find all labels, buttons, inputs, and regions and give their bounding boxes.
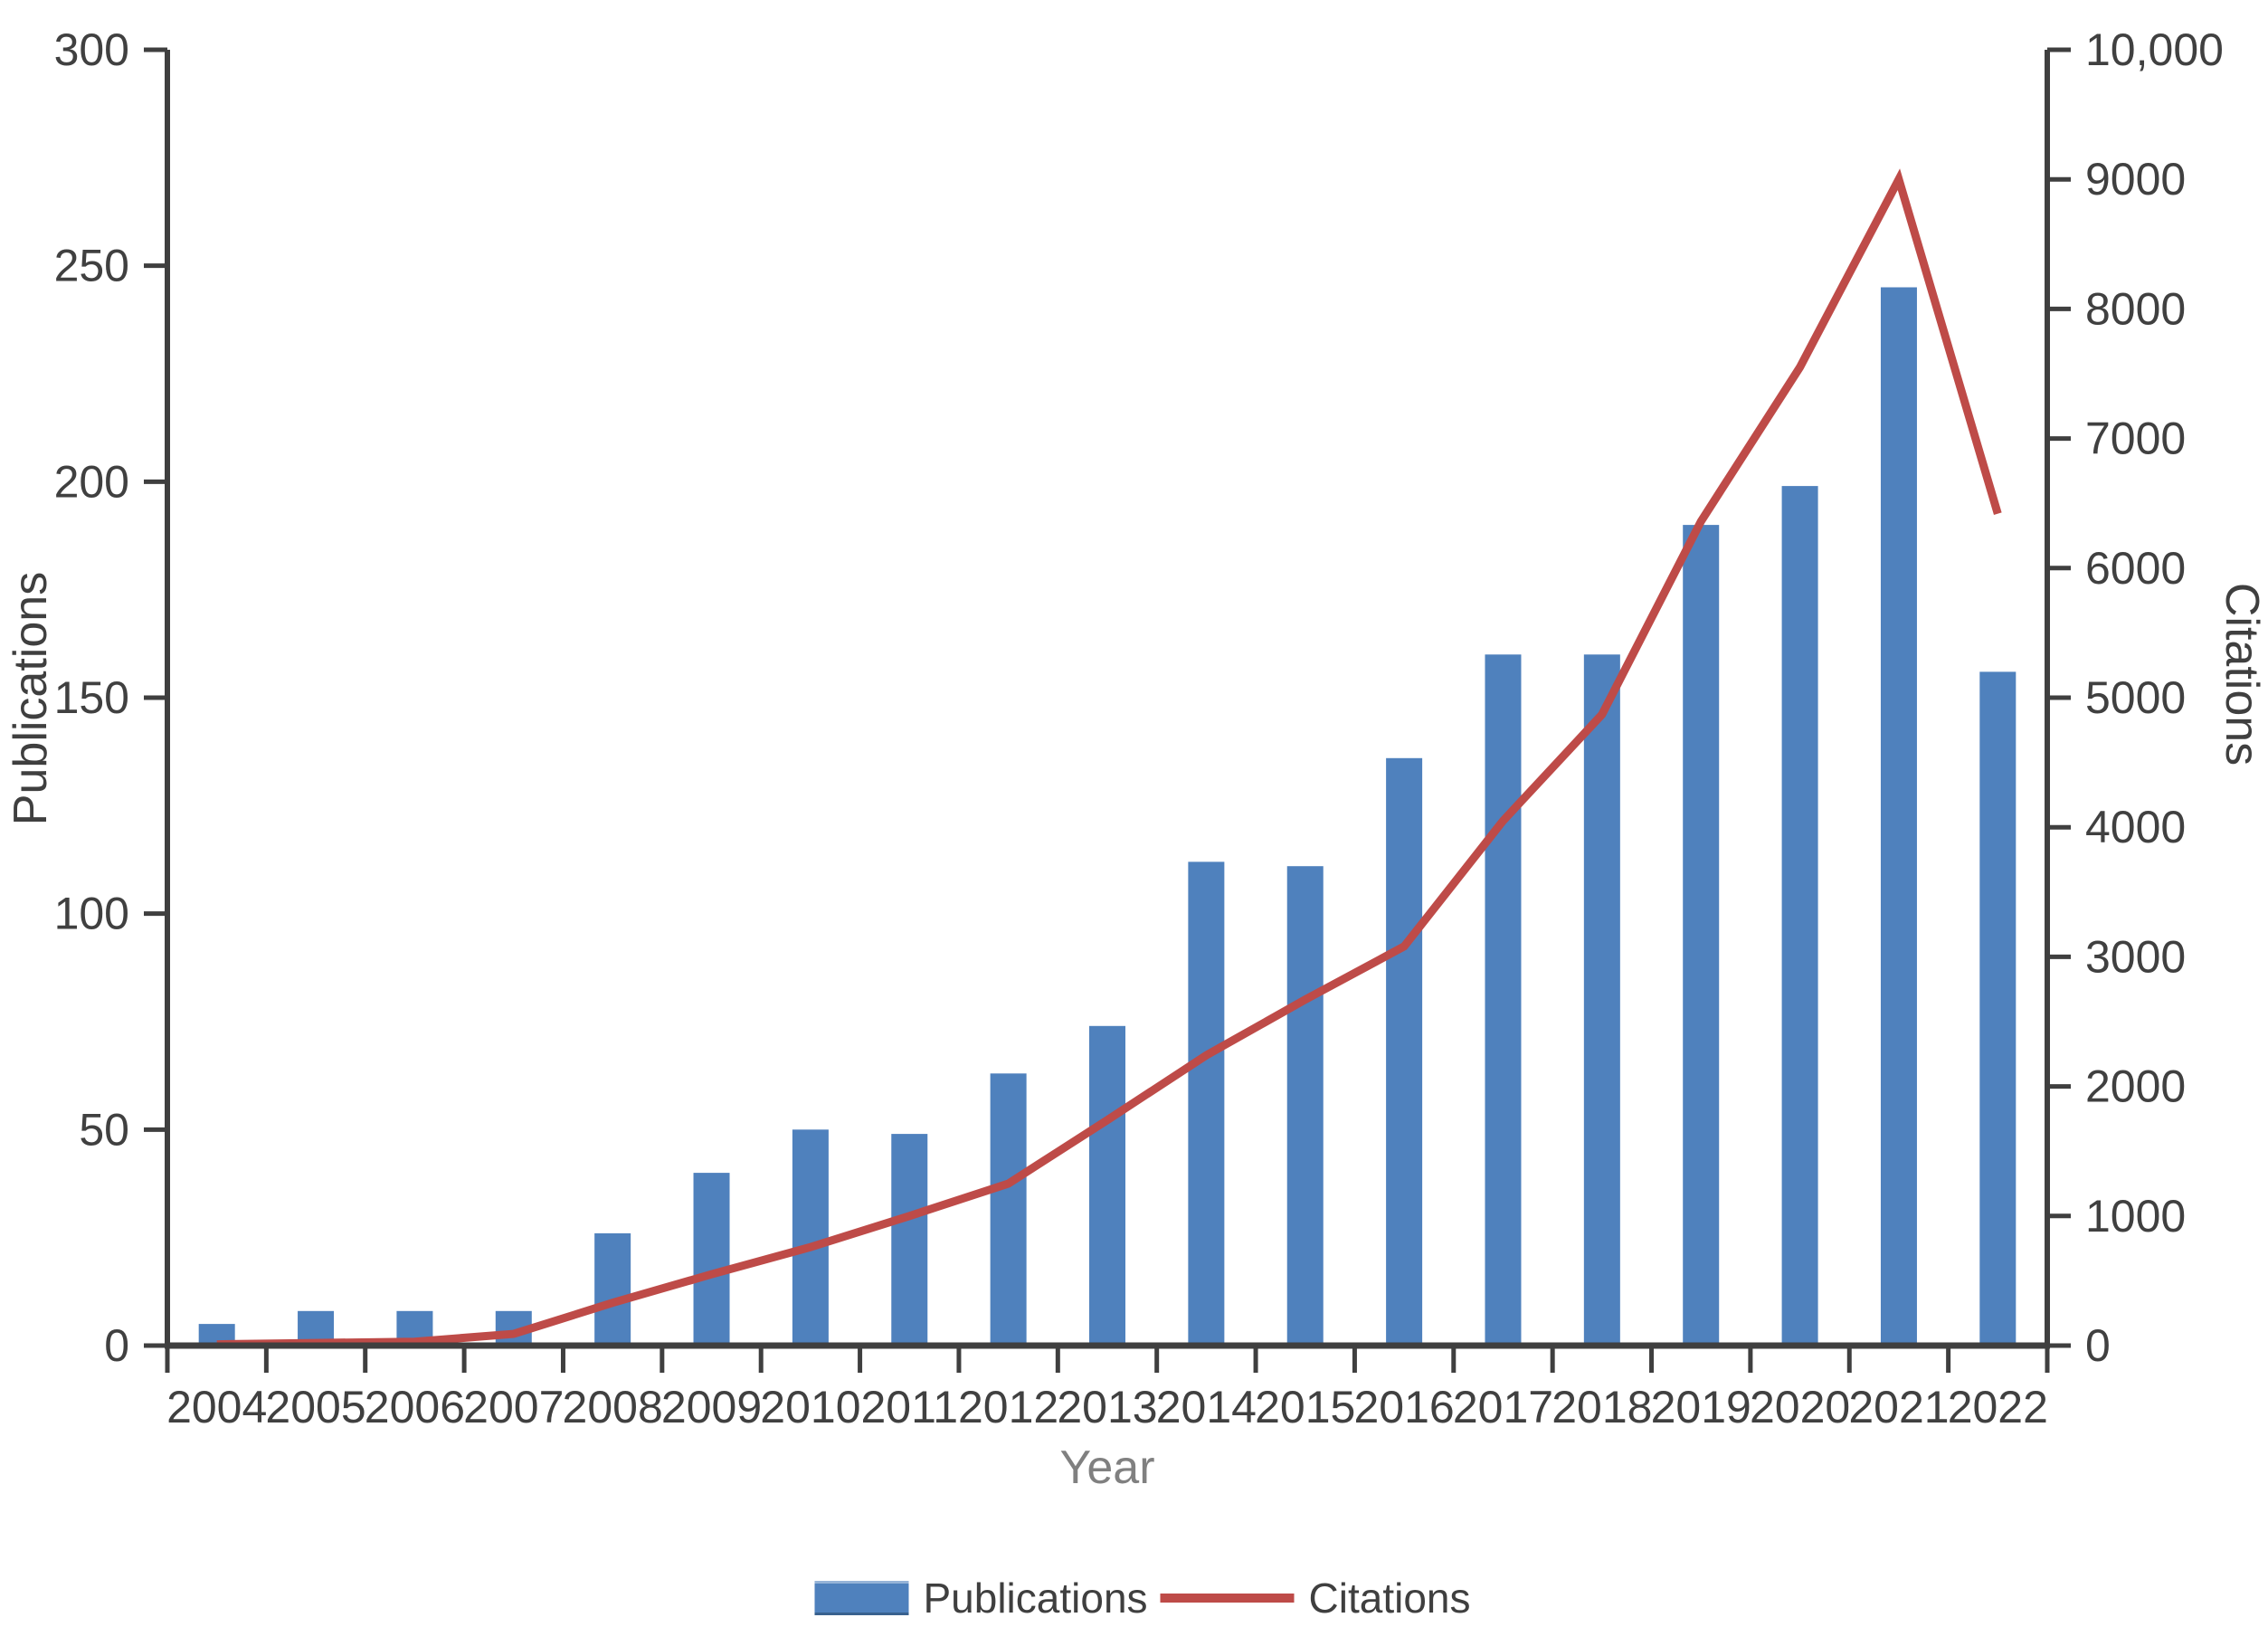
x-ticklabel-2006: 2006	[365, 1382, 465, 1432]
x-ticklabel-2005: 2005	[265, 1382, 365, 1432]
bar-2009	[693, 1173, 730, 1346]
y-right-ticklabel-5000: 5000	[2085, 672, 2186, 723]
x-ticklabel-2007: 2007	[463, 1382, 564, 1432]
x-ticklabel-2020: 2020	[1750, 1382, 1850, 1432]
x-ticklabel-2019: 2019	[1651, 1382, 1751, 1432]
legend-publications-label: Publications	[923, 1575, 1148, 1622]
y-left-ticklabel-200: 200	[54, 456, 129, 507]
bar-2010	[792, 1129, 829, 1346]
y-left-ticklabel-100: 100	[54, 889, 129, 939]
bar-2018	[1583, 654, 1620, 1346]
x-ticklabel-2021: 2021	[1848, 1382, 1949, 1432]
y-left-ticklabel-250: 250	[54, 241, 129, 291]
y-right-ticklabel-2000: 2000	[2085, 1061, 2186, 1112]
x-ticklabel-2004: 2004	[166, 1382, 267, 1432]
y-right-ticklabel-3000: 3000	[2085, 931, 2186, 982]
y-axis-title-right: Citations	[2216, 582, 2268, 766]
x-ticklabel-2008: 2008	[563, 1382, 663, 1432]
x-ticklabel-2014: 2014	[1156, 1382, 1257, 1432]
bar-2011	[891, 1134, 928, 1346]
bar-2008	[594, 1232, 631, 1346]
citations-line	[216, 168, 2002, 1349]
bar-2020	[1781, 486, 1818, 1346]
bar-2021	[1880, 287, 1917, 1346]
bar-2012	[990, 1073, 1027, 1346]
x-ticklabel-2012: 2012	[958, 1382, 1058, 1432]
legend-publications-swatch	[814, 1581, 909, 1615]
y-axis-title-left: Publications	[5, 571, 57, 826]
y-right-ticklabel-6000: 6000	[2085, 543, 2186, 594]
x-axis-title: Year	[1059, 1441, 1155, 1494]
bar-2013	[1089, 1025, 1125, 1346]
x-ticklabel-2010: 2010	[760, 1382, 860, 1432]
y-right-ticklabel-0: 0	[2085, 1320, 2111, 1371]
x-ticklabel-2013: 2013	[1057, 1382, 1157, 1432]
bar-2017	[1485, 654, 1522, 1346]
y-left-ticklabel-50: 50	[79, 1104, 129, 1155]
x-ticklabel-2017: 2017	[1453, 1382, 1553, 1432]
y-right-ticklabel-7000: 7000	[2085, 414, 2186, 464]
y-right-ticklabel-1000: 1000	[2085, 1191, 2186, 1242]
bar-2019	[1683, 525, 1720, 1346]
legend-citations-swatch	[1160, 1594, 1295, 1603]
x-ticklabel-2018: 2018	[1552, 1382, 1652, 1432]
bar-2022	[1979, 671, 2017, 1346]
y-right-ticklabel-9000: 9000	[2085, 154, 2186, 205]
legend: Publications Citations	[814, 1574, 1483, 1622]
bar-2016	[1386, 757, 1423, 1346]
y-right-ticklabel-8000: 8000	[2085, 283, 2186, 334]
y-right-ticklabel-10,000: 10,000	[2085, 24, 2224, 75]
bar-2014	[1188, 861, 1225, 1346]
legend-citations-label: Citations	[1308, 1575, 1471, 1622]
bar-2015	[1286, 866, 1324, 1346]
x-ticklabel-2022: 2022	[1948, 1382, 2048, 1432]
x-ticklabel-2015: 2015	[1255, 1382, 1355, 1432]
y-right-ticklabel-4000: 4000	[2085, 802, 2186, 852]
y-left-ticklabel-150: 150	[54, 672, 129, 723]
x-ticklabel-2009: 2009	[661, 1382, 762, 1432]
y-left-ticklabel-300: 300	[54, 24, 129, 75]
y-left-ticklabel-0: 0	[104, 1320, 129, 1371]
x-ticklabel-2016: 2016	[1353, 1382, 1454, 1432]
x-ticklabel-2011: 2011	[860, 1382, 958, 1432]
